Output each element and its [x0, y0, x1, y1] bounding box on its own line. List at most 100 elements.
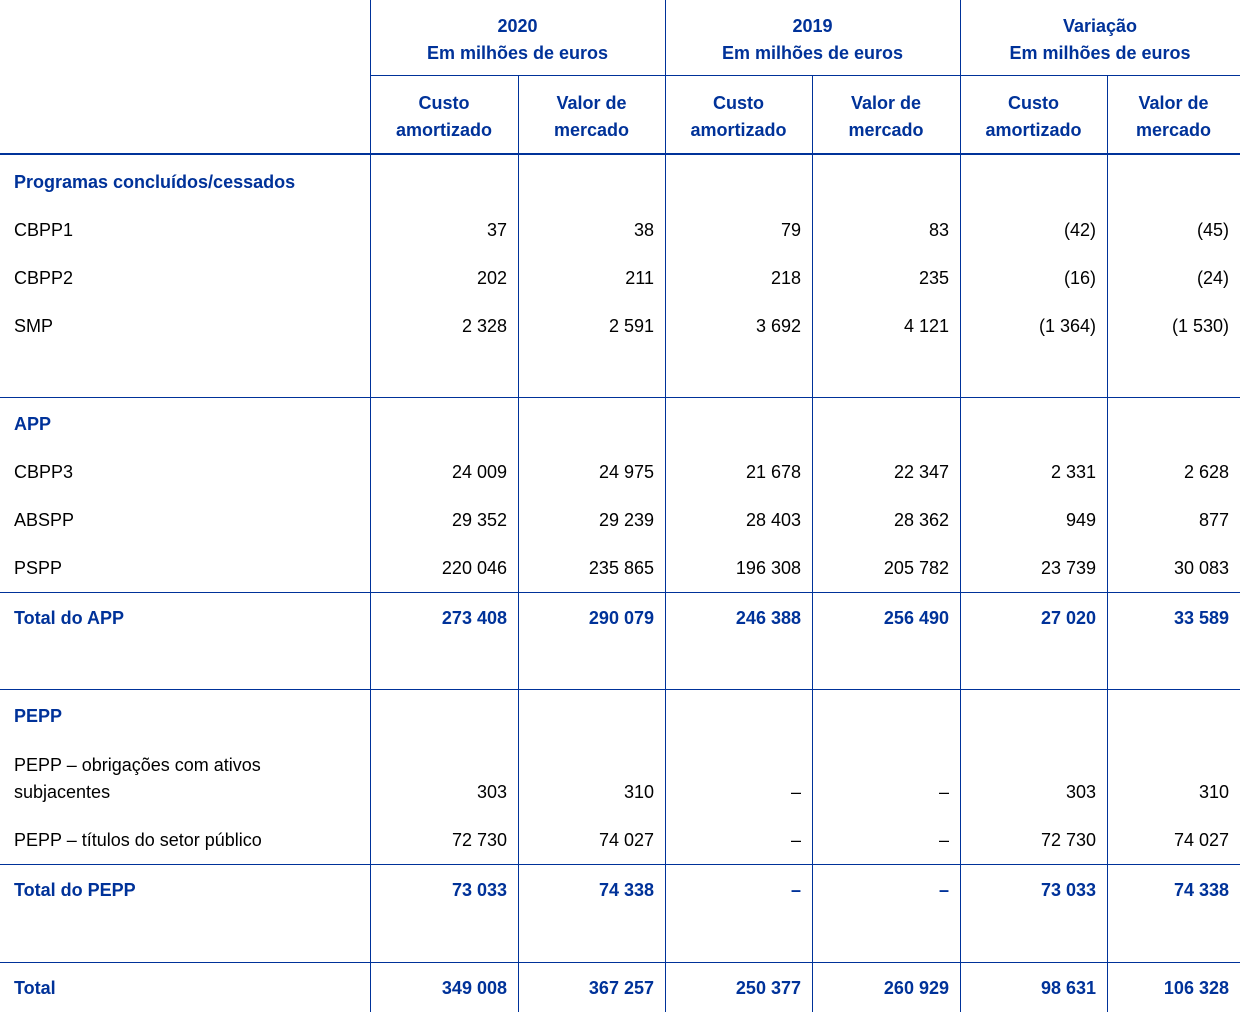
rule	[0, 153, 1240, 155]
cell-value: –	[938, 880, 949, 900]
cell-value: 367 257	[588, 978, 654, 998]
group-subtitle: Em milhões de euros	[721, 43, 904, 63]
cell-value: 290 079	[588, 608, 654, 628]
cell-value: 246 388	[735, 608, 801, 628]
cell-value: (1 530)	[1171, 316, 1229, 336]
cell-value: 303	[1065, 782, 1096, 802]
rule	[0, 689, 1240, 690]
column-header: Custo amortizado	[395, 93, 492, 140]
row-label: CBPP3	[14, 462, 74, 482]
cell-value: 33 589	[1173, 608, 1229, 628]
total-label: Total	[14, 978, 56, 998]
cell-value: 202	[476, 268, 507, 288]
row-label: SMP	[14, 316, 54, 336]
cell-value: 74 027	[598, 830, 654, 850]
section-label: PEPP	[14, 706, 63, 726]
cell-value: –	[790, 782, 801, 802]
cell-value: 27 020	[1040, 608, 1096, 628]
cell-value: 303	[476, 782, 507, 802]
column-header: Valor de mercado	[553, 93, 630, 140]
cell-value: 21 678	[745, 462, 801, 482]
cell-value: 273 408	[441, 608, 507, 628]
cell-value: 37	[486, 220, 507, 240]
section-label: Programas concluídos/cessados	[14, 172, 296, 192]
cell-value: 4 121	[903, 316, 949, 336]
row-label: CBPP1	[14, 220, 74, 240]
cell-value: –	[938, 782, 949, 802]
cell-value: 2 328	[461, 316, 507, 336]
cell-value: 205 782	[883, 558, 949, 578]
rule	[518, 76, 519, 1012]
cell-value: 98 631	[1040, 978, 1096, 998]
cell-value: 2 591	[608, 316, 654, 336]
cell-value: 73 033	[451, 880, 507, 900]
cell-value: 74 338	[598, 880, 654, 900]
rule	[370, 75, 1240, 76]
cell-value: 211	[625, 268, 654, 288]
cell-value: (42)	[1063, 220, 1096, 240]
cell-value: 22 347	[893, 462, 949, 482]
rule	[0, 962, 1240, 963]
cell-value: 235	[918, 268, 949, 288]
rule	[665, 0, 666, 1012]
row-label: PEPP – obrigações com ativos subjacentes	[14, 755, 261, 802]
rule	[812, 76, 813, 1012]
section-label: APP	[14, 414, 52, 434]
cell-value: 79	[780, 220, 801, 240]
rule	[1107, 76, 1108, 1012]
cell-value: 29 239	[598, 510, 654, 530]
cell-value: 23 739	[1040, 558, 1096, 578]
cell-value: 349 008	[441, 978, 507, 998]
rule	[960, 0, 961, 1012]
group-subtitle: Em milhões de euros	[1009, 43, 1191, 63]
cell-value: 220 046	[441, 558, 507, 578]
total-label: Total do PEPP	[14, 880, 136, 900]
cell-value: 28 362	[893, 510, 949, 530]
cell-value: –	[938, 830, 949, 850]
row-label: CBPP2	[14, 268, 74, 288]
column-header: Custo amortizado	[985, 93, 1082, 140]
cell-value: 235 865	[588, 558, 654, 578]
cell-value: 83	[928, 220, 949, 240]
row-label: ABSPP	[14, 510, 75, 530]
column-header: Valor de mercado	[1135, 93, 1212, 140]
cell-value: 2 628	[1183, 462, 1229, 482]
cell-value: 38	[633, 220, 654, 240]
cell-value: 74 027	[1173, 830, 1229, 850]
cell-value: 29 352	[451, 510, 507, 530]
group-title: Variação	[1062, 16, 1138, 36]
cell-value: (24)	[1196, 268, 1229, 288]
cell-value: (16)	[1063, 268, 1096, 288]
cell-value: –	[790, 830, 801, 850]
rule	[0, 397, 1240, 398]
cell-value: 72 730	[1040, 830, 1096, 850]
cell-value: 3 692	[755, 316, 801, 336]
rule	[0, 592, 1240, 593]
cell-value: (45)	[1196, 220, 1229, 240]
cell-value: 24 009	[451, 462, 507, 482]
cell-value: 310	[1198, 782, 1229, 802]
cell-value: 30 083	[1173, 558, 1229, 578]
cell-value: 72 730	[451, 830, 507, 850]
cell-value: 949	[1065, 510, 1096, 530]
cell-value: 106 328	[1163, 978, 1229, 998]
cell-value: 256 490	[883, 608, 949, 628]
cell-value: 2 331	[1050, 462, 1096, 482]
cell-value: –	[790, 880, 801, 900]
cell-value: 260 929	[883, 978, 949, 998]
row-label: PEPP – títulos do setor público	[14, 830, 262, 850]
column-header: Custo amortizado	[690, 93, 787, 140]
cell-value: 24 975	[598, 462, 654, 482]
cell-value: (1 364)	[1038, 316, 1096, 336]
cell-value: 73 033	[1040, 880, 1096, 900]
group-title: 2019	[792, 16, 833, 36]
cell-value: 250 377	[735, 978, 801, 998]
rule	[370, 0, 371, 1012]
column-header: Valor de mercado	[848, 93, 924, 140]
cell-value: 196 308	[735, 558, 801, 578]
cell-value: 74 338	[1173, 880, 1229, 900]
cell-value: 877	[1198, 510, 1229, 530]
group-title: 2020	[497, 16, 538, 36]
group-subtitle: Em milhões de euros	[426, 43, 609, 63]
